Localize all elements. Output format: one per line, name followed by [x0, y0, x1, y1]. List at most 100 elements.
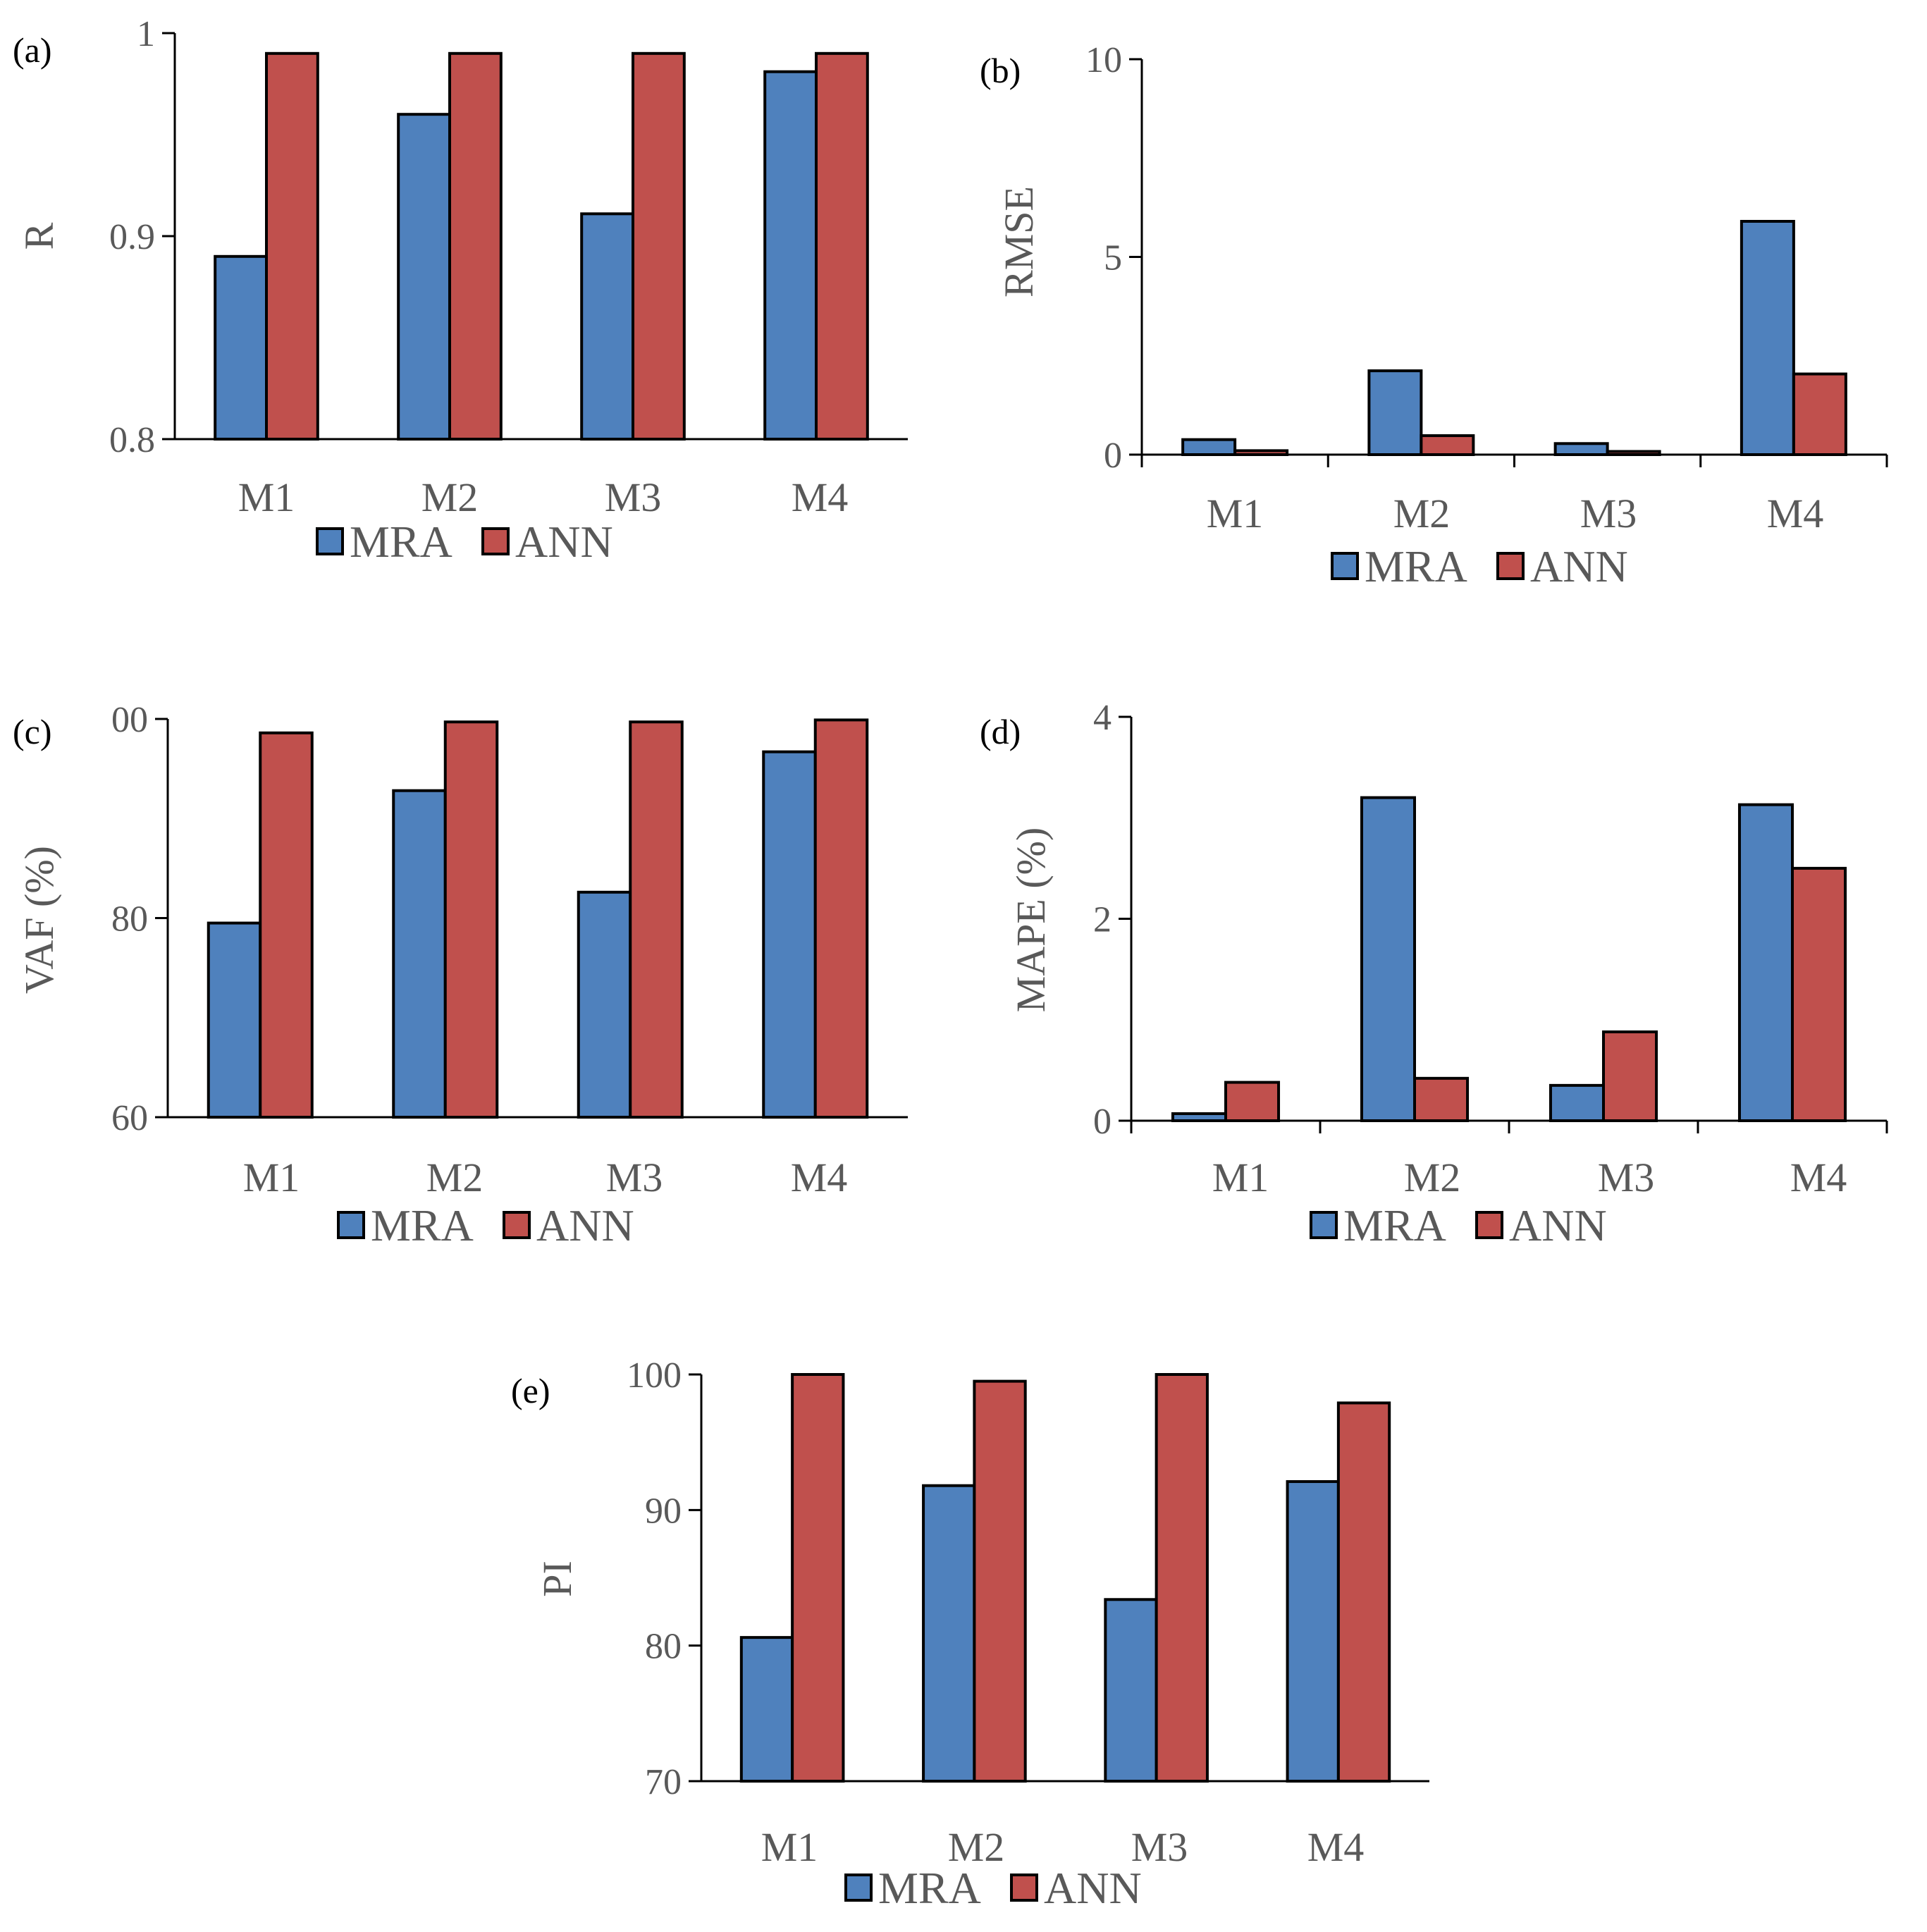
bar-mra-m3	[577, 890, 632, 1119]
legend-swatch-ann	[503, 1211, 531, 1239]
legend-label-ann: ANN	[536, 1200, 634, 1250]
y-axis-label: RMSE	[996, 186, 1042, 297]
bar-ann-m2	[448, 51, 503, 441]
bar-ann-m3	[1155, 1373, 1209, 1783]
bar-mra-m4	[1740, 220, 1795, 456]
x-tick-label: M3	[1598, 1155, 1655, 1200]
bar-ann-m2	[443, 720, 499, 1119]
y-tick-label: 10	[1085, 40, 1122, 80]
bar-mra-m2	[922, 1484, 976, 1783]
bar-mra-m3	[1104, 1598, 1158, 1783]
bar-mra-m3	[1549, 1083, 1605, 1123]
bar-mra-m3	[1553, 442, 1609, 456]
panel-label: (a)	[13, 30, 52, 70]
chart-panel-c: 60 80 00 M1 M2 M3 M4 VAF (%) (c) MRA ANN	[13, 700, 908, 1250]
bar-ann-m3	[1602, 1030, 1658, 1122]
x-tick-label: M2	[1393, 491, 1451, 536]
x-tick-label: M4	[791, 1155, 848, 1200]
bar-ann-m4	[1791, 866, 1847, 1122]
bar-ann-m2	[1420, 434, 1475, 457]
panel-label: (c)	[13, 712, 52, 751]
chart-panel-b: 0 5 10 M1 M2 M3 M4 RMSE (b) MRA ANN	[980, 40, 1888, 591]
panel-label: (e)	[511, 1371, 550, 1410]
bar-ann-m4	[1792, 372, 1847, 457]
legend-label-ann: ANN	[1530, 541, 1628, 591]
x-tick-label: M1	[238, 474, 295, 520]
legend-label-ann: ANN	[515, 517, 613, 567]
bar-ann-m4	[815, 51, 869, 441]
y-tick-label: 80	[111, 899, 148, 940]
x-tick-label: M3	[1131, 1824, 1188, 1870]
y-axis-label: VAF (%)	[16, 846, 62, 994]
legend-label-mra: MRA	[878, 1863, 981, 1913]
bar-mra-m2	[1367, 369, 1423, 456]
legend-swatch-mra	[337, 1211, 365, 1239]
legend-swatch-mra	[316, 527, 344, 555]
x-tick-label: M4	[1307, 1824, 1365, 1870]
panel-label: (b)	[980, 51, 1021, 90]
legend-label-mra: MRA	[1365, 541, 1467, 591]
x-tick-label: M1	[243, 1155, 300, 1200]
bar-ann-m4	[1336, 1401, 1391, 1783]
legend-swatch-ann	[1496, 552, 1525, 580]
x-tick-label: M1	[761, 1824, 818, 1870]
y-tick-label: 0	[1093, 1102, 1112, 1142]
x-tick-label: M3	[605, 474, 662, 520]
bar-mra-m4	[1737, 803, 1794, 1122]
legend-label-ann: ANN	[1509, 1200, 1607, 1250]
y-tick-label: 80	[645, 1627, 682, 1667]
legend-label-ann: ANN	[1044, 1863, 1142, 1913]
x-tick-label: M4	[1767, 491, 1824, 536]
bar-mra-m4	[1286, 1479, 1340, 1783]
x-tick-label: M2	[426, 1155, 484, 1200]
bar-mra-m2	[1360, 796, 1416, 1122]
x-tick-label: M2	[948, 1824, 1005, 1870]
bar-mra-m1	[1171, 1112, 1227, 1123]
legend-swatch-mra	[1310, 1211, 1338, 1239]
legend-swatch-ann	[1475, 1211, 1503, 1239]
chart-panel-a: 0.8 0.9 1 M1 M2 M3 M4 R (a) MRA ANN	[13, 14, 908, 567]
bar-ann-m1	[259, 731, 314, 1119]
y-tick-label: 0.9	[109, 217, 155, 257]
y-tick-label: 4	[1093, 698, 1112, 738]
x-tick-label: M2	[1404, 1155, 1461, 1200]
bar-ann-m2	[1413, 1076, 1470, 1122]
y-tick-label: 5	[1104, 238, 1122, 278]
y-tick-label: 0.8	[109, 420, 155, 460]
chart-panel-d: 0 2 4 M1 M2 M3 M4 MAPE (%) (d) MRA ANN	[980, 698, 1888, 1250]
x-tick-label: M2	[421, 474, 479, 520]
bar-mra-m1	[214, 254, 269, 441]
y-axis-label: PI	[534, 1561, 580, 1597]
bar-ann-m1	[1224, 1081, 1281, 1122]
y-axis-label: MAPE (%)	[1008, 827, 1054, 1013]
y-tick-label: 60	[111, 1098, 148, 1138]
x-tick-label: M3	[606, 1155, 663, 1200]
x-tick-label: M3	[1580, 491, 1637, 536]
bar-mra-m2	[397, 113, 452, 441]
y-tick-label: 90	[645, 1491, 682, 1531]
y-tick-label: 1	[137, 14, 155, 54]
bar-mra-m3	[580, 212, 635, 441]
bar-ann-m3	[632, 51, 686, 441]
y-tick-label: 70	[645, 1762, 682, 1802]
bar-ann-m1	[265, 51, 319, 441]
bar-mra-m4	[762, 750, 817, 1119]
legend-swatch-mra	[1331, 552, 1359, 580]
bar-ann-m3	[629, 720, 684, 1119]
bar-ann-m2	[973, 1379, 1027, 1783]
legend-swatch-ann	[1010, 1873, 1038, 1902]
bar-mra-m1	[207, 921, 262, 1119]
legend-swatch-ann	[481, 527, 510, 555]
y-tick-label: 0	[1104, 436, 1122, 476]
bar-mra-m1	[739, 1636, 794, 1783]
legend-swatch-mra	[844, 1873, 873, 1902]
bar-mra-m4	[763, 70, 818, 441]
bar-ann-m1	[791, 1373, 845, 1783]
bar-mra-m2	[392, 789, 447, 1119]
x-tick-label: M4	[1790, 1155, 1847, 1200]
y-axis-label: R	[16, 222, 62, 250]
y-tick-label: 00	[111, 700, 148, 740]
y-tick-label: 100	[627, 1355, 682, 1396]
x-tick-label: M1	[1207, 491, 1264, 536]
